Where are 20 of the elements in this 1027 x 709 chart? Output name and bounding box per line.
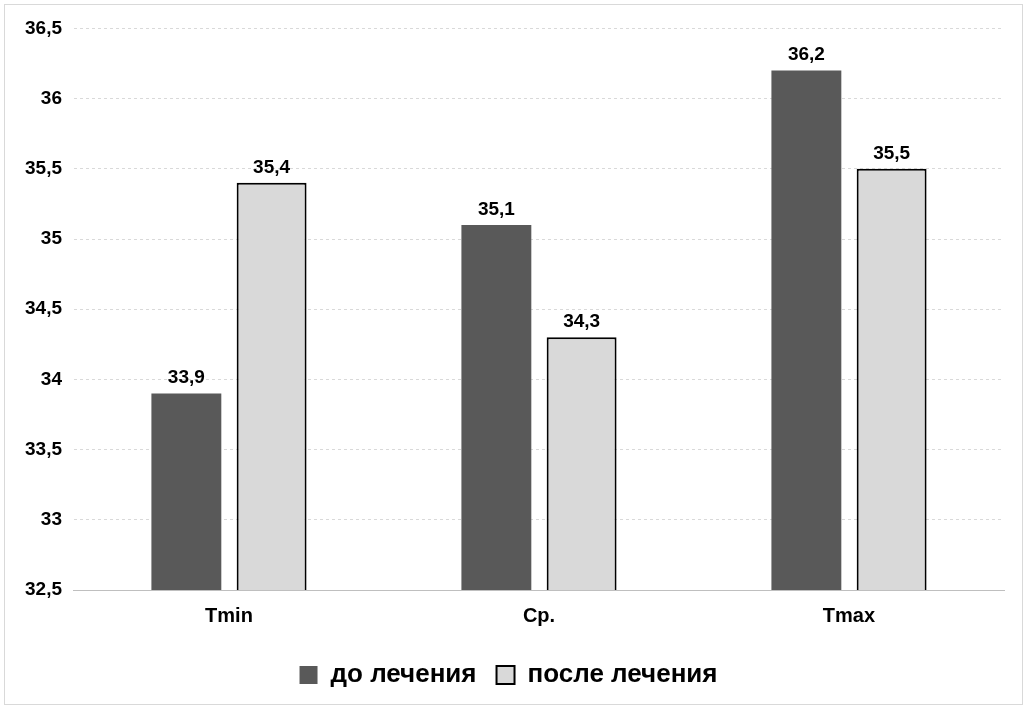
data-label: 35,5 <box>873 141 911 163</box>
y-tick-label: 32,5 <box>25 578 63 600</box>
data-label: 35,1 <box>477 197 516 219</box>
y-tick-label: 36 <box>40 86 62 108</box>
y-tick-label: 35,5 <box>25 157 63 179</box>
y-tick-label: 36,5 <box>25 16 63 38</box>
y-tick-label: 35 <box>40 227 63 249</box>
y-tick-label: 33 <box>40 508 62 530</box>
data-label: 35,4 <box>253 155 291 177</box>
legend-label: до лечения <box>330 658 477 689</box>
x-tick-label: Tmax <box>822 603 876 626</box>
x-tick-label: Ср. <box>522 603 556 626</box>
legend-label: после лечения <box>527 658 718 689</box>
y-tick-label: 33,5 <box>25 437 63 459</box>
data-label: 33,9 <box>167 366 205 388</box>
y-tick-label: 34,5 <box>25 297 63 319</box>
x-tick-label: Tmin <box>205 603 253 626</box>
y-tick-label: 34 <box>40 367 63 389</box>
data-label: 36,2 <box>787 43 825 65</box>
data-label: 34,3 <box>563 310 601 332</box>
